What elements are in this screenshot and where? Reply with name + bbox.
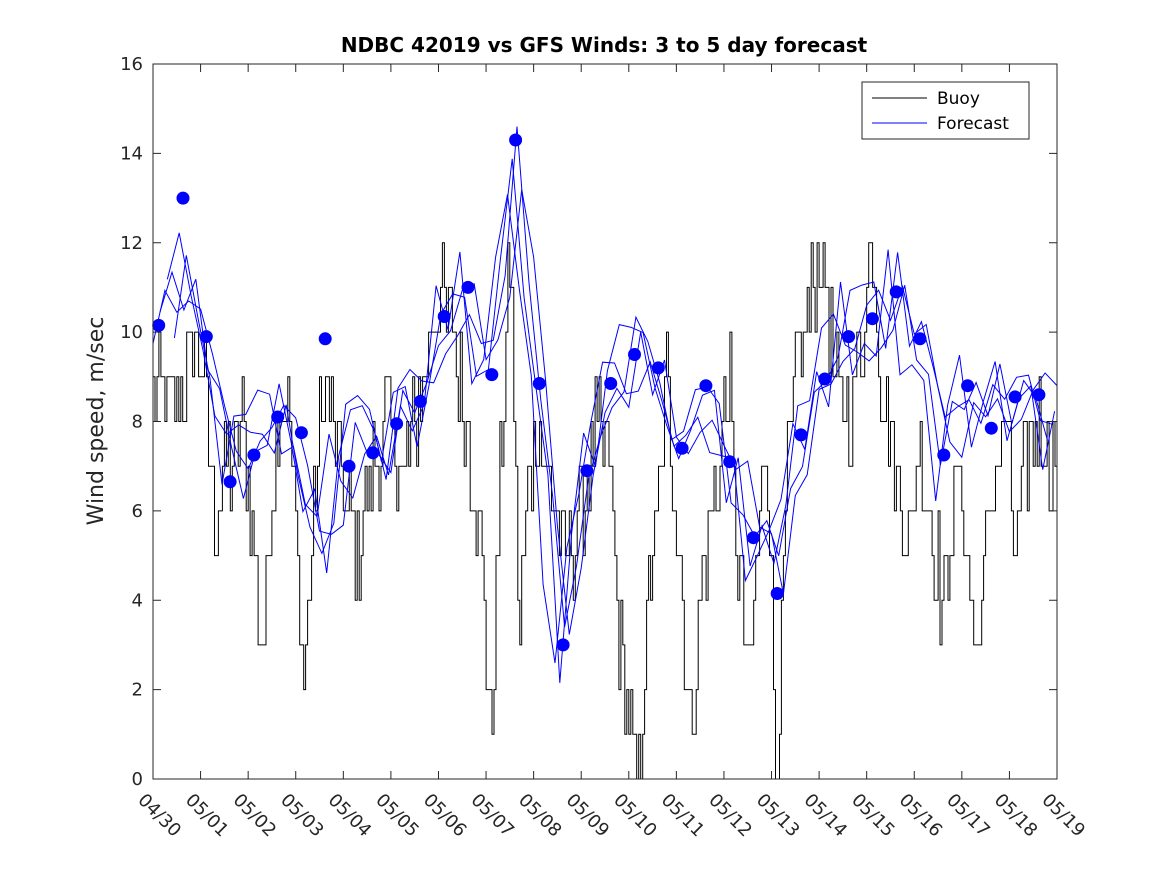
forecast-marker bbox=[152, 318, 166, 332]
forecast-marker bbox=[366, 446, 380, 460]
series-layer bbox=[152, 126, 1058, 780]
forecast-marker bbox=[1032, 388, 1046, 402]
legend-label-2: Forecast bbox=[937, 114, 1009, 134]
series-forecast-line-4 bbox=[173, 194, 1056, 664]
forecast-marker bbox=[937, 448, 951, 462]
series-forecast-line-2 bbox=[159, 126, 1053, 628]
forecast-marker bbox=[865, 312, 879, 326]
chart-title: NDBC 42019 vs GFS Winds: 3 to 5 day fore… bbox=[341, 33, 868, 57]
y-tick-label: 6 bbox=[132, 501, 143, 522]
forecast-marker bbox=[628, 348, 641, 361]
forecast-marker bbox=[961, 379, 975, 393]
series-forecast-line-3 bbox=[166, 158, 1048, 683]
series-forecast-line-1 bbox=[152, 189, 1058, 635]
y-axis-label: Wind speed, m/sec bbox=[84, 317, 109, 526]
forecast-marker bbox=[746, 531, 760, 545]
y-tick-label: 12 bbox=[120, 233, 143, 254]
legend-box bbox=[861, 81, 1030, 140]
forecast-marker bbox=[556, 638, 570, 652]
forecast-marker bbox=[794, 428, 808, 442]
y-tick-label: 2 bbox=[132, 680, 143, 701]
forecast-marker bbox=[580, 464, 594, 478]
forecast-marker bbox=[294, 426, 308, 440]
y-tick-label: 8 bbox=[132, 412, 143, 433]
legend: Buoy Forecast bbox=[861, 81, 1030, 140]
forecast-marker bbox=[984, 421, 998, 435]
forecast-marker bbox=[199, 330, 213, 344]
forecast-marker bbox=[532, 377, 546, 390]
forecast-marker bbox=[651, 361, 665, 375]
legend-label-1: Buoy bbox=[937, 89, 980, 109]
forecast-marker bbox=[271, 410, 285, 424]
forecast-marker bbox=[461, 280, 475, 294]
forecast-marker bbox=[413, 394, 427, 408]
forecast-marker bbox=[247, 448, 261, 462]
series-buoy-line bbox=[153, 242, 1058, 780]
forecast-marker bbox=[675, 441, 689, 455]
forecast-marker bbox=[437, 310, 451, 323]
forecast-marker bbox=[390, 417, 404, 431]
forecast-marker bbox=[1008, 390, 1022, 404]
forecast-marker bbox=[223, 475, 237, 489]
forecast-marker bbox=[318, 332, 332, 346]
forecast-marker bbox=[342, 459, 356, 473]
y-tick-label: 14 bbox=[120, 143, 143, 164]
forecast-marker bbox=[604, 377, 618, 390]
forecast-marker bbox=[889, 285, 903, 299]
forecast-marker bbox=[842, 330, 856, 344]
y-tick-label: 16 bbox=[120, 54, 143, 75]
y-tick-label: 10 bbox=[120, 322, 143, 343]
forecast-marker bbox=[913, 332, 927, 346]
forecast-marker bbox=[818, 372, 832, 386]
y-tick-label: 0 bbox=[132, 769, 143, 790]
y-tick-label: 4 bbox=[132, 590, 143, 611]
forecast-marker bbox=[485, 368, 499, 382]
forecast-marker bbox=[699, 379, 713, 393]
forecast-marker bbox=[509, 133, 523, 147]
forecast-marker bbox=[770, 587, 784, 600]
forecast-marker bbox=[723, 455, 737, 469]
forecast-marker bbox=[176, 191, 190, 205]
